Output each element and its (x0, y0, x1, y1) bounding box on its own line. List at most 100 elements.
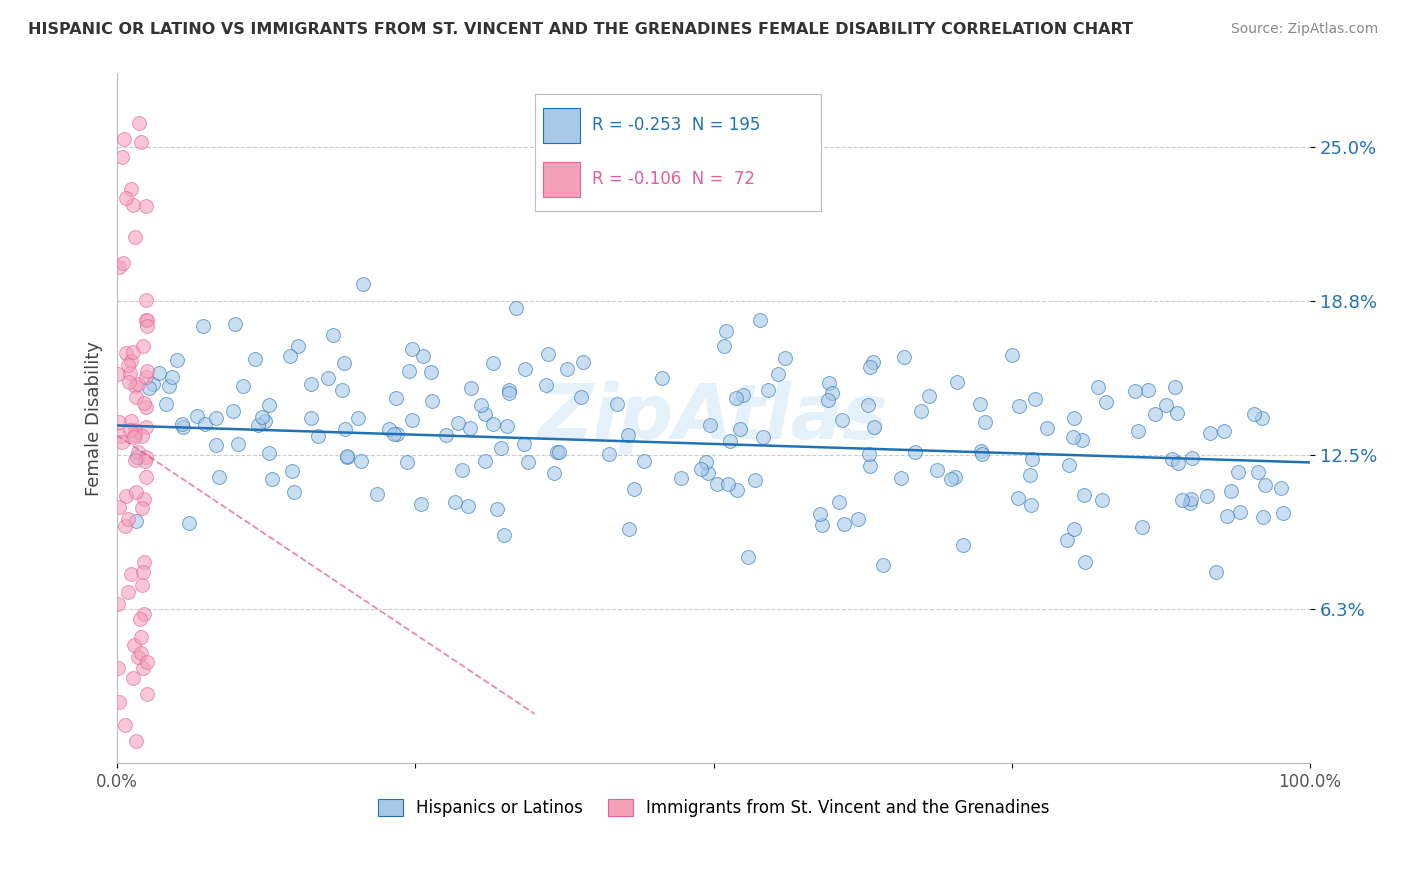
Point (1271, 506, 1294, 520)
Point (1227, 465, 1250, 479)
Point (1036, 421, 1059, 435)
Point (120, 354, 142, 368)
Point (148, 366, 170, 380)
Point (451, 463, 474, 477)
Point (336, 449, 359, 463)
Point (134, 395, 156, 409)
Point (117, 375, 139, 389)
Point (193, 319, 215, 334)
Point (114, 346, 136, 360)
Point (208, 470, 231, 484)
Point (1091, 493, 1114, 508)
Point (893, 350, 915, 364)
Point (714, 324, 737, 338)
Point (124, 230, 146, 244)
Point (925, 463, 948, 477)
Point (111, 434, 134, 449)
Point (713, 338, 735, 352)
Point (697, 466, 720, 480)
Legend: Hispanics or Latinos, Immigrants from St. Vincent and the Grenadines: Hispanics or Latinos, Immigrants from St… (371, 792, 1056, 824)
Point (1213, 424, 1236, 438)
Point (1021, 452, 1043, 467)
Point (132, 555, 155, 569)
Point (246, 417, 269, 432)
Point (135, 420, 157, 434)
Point (111, 150, 134, 164)
Point (1178, 495, 1201, 509)
Point (1195, 489, 1218, 503)
Point (135, 313, 157, 327)
Point (516, 455, 538, 469)
Point (301, 377, 323, 392)
Point (651, 370, 673, 384)
Point (127, 444, 149, 458)
Point (136, 687, 159, 701)
Point (232, 378, 254, 392)
Point (122, 345, 145, 359)
Point (744, 473, 766, 487)
Point (135, 400, 157, 414)
Point (382, 426, 405, 441)
Point (543, 466, 565, 480)
Point (555, 362, 578, 376)
Point (226, 437, 249, 451)
Point (718, 434, 741, 448)
Point (1216, 509, 1239, 524)
Point (172, 420, 194, 434)
Point (443, 494, 465, 508)
Point (858, 398, 880, 412)
Point (122, 671, 145, 685)
Point (117, 358, 139, 372)
Point (179, 516, 201, 530)
Point (498, 384, 520, 398)
Point (135, 469, 157, 483)
Point (322, 328, 344, 343)
Point (205, 410, 228, 425)
Point (546, 445, 568, 459)
Point (485, 502, 508, 516)
Point (117, 512, 139, 526)
Point (1130, 520, 1153, 534)
Point (904, 445, 927, 459)
Point (260, 472, 283, 486)
Point (120, 566, 142, 581)
Point (1180, 492, 1202, 507)
Point (460, 382, 482, 396)
Point (1126, 424, 1149, 438)
Point (970, 443, 993, 458)
Point (117, 585, 139, 599)
Point (412, 349, 434, 363)
Point (1166, 406, 1188, 420)
Point (420, 393, 443, 408)
Point (918, 389, 941, 403)
Point (224, 317, 246, 331)
Point (347, 411, 370, 425)
Point (134, 454, 156, 468)
Point (1181, 450, 1204, 465)
Point (498, 385, 520, 400)
Point (945, 469, 967, 483)
Point (287, 338, 309, 352)
Point (115, 191, 138, 205)
Point (1062, 429, 1084, 443)
Point (690, 461, 713, 475)
Text: HISPANIC OR LATINO VS IMMIGRANTS FROM ST. VINCENT AND THE GRENADINES FEMALE DISA: HISPANIC OR LATINO VS IMMIGRANTS FROM ST… (28, 22, 1133, 37)
Point (569, 390, 592, 404)
Point (132, 491, 155, 506)
Point (127, 376, 149, 391)
Point (138, 381, 160, 395)
Point (513, 437, 536, 451)
Point (973, 415, 995, 429)
Point (253, 415, 276, 429)
Point (398, 364, 420, 378)
Point (494, 527, 516, 541)
Point (108, 415, 131, 429)
Point (699, 418, 721, 433)
Point (114, 717, 136, 731)
Point (122, 430, 145, 444)
Point (114, 519, 136, 533)
Point (458, 421, 481, 435)
Point (1056, 533, 1078, 547)
Point (872, 558, 894, 572)
Point (132, 566, 155, 580)
